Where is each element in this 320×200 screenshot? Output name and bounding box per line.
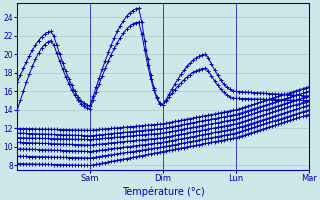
- X-axis label: Température (°c): Température (°c): [122, 186, 204, 197]
